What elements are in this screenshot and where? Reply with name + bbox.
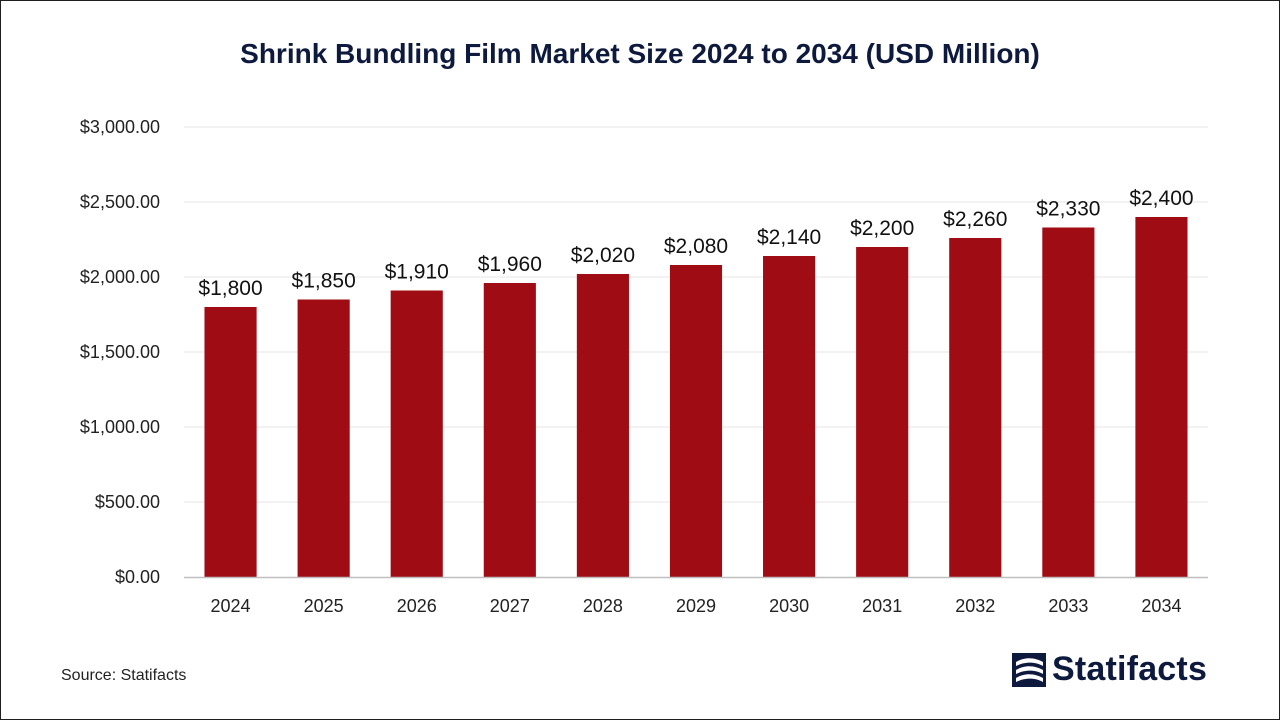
data-label-2027: $1,960: [478, 253, 542, 276]
x-tick-label-2025: 2025: [304, 596, 344, 616]
y-tick-label: $1,000.00: [80, 417, 160, 437]
bar-2027: [483, 283, 536, 577]
data-label-2026: $1,910: [385, 261, 449, 284]
data-label-2031: $2,200: [850, 217, 914, 240]
bar-2024: [204, 307, 257, 577]
y-tick-label: $500.00: [95, 492, 160, 512]
data-label-2033: $2,330: [1036, 198, 1100, 221]
bar-2033: [1042, 227, 1095, 577]
bars: [204, 217, 1188, 577]
x-tick-label-2033: 2033: [1048, 596, 1088, 616]
bar-2032: [949, 238, 1002, 577]
statifacts-logo-icon: [1012, 652, 1046, 687]
y-axis-ticks: $0.00 $500.00 $1,000.00 $1,500.00 $2,000.00 $…: [80, 117, 160, 587]
y-tick-label: $3,000.00: [80, 117, 160, 137]
data-label-2029: $2,080: [664, 235, 728, 258]
bar-2031: [856, 247, 909, 577]
y-tick-label: $0.00: [115, 567, 160, 587]
y-tick-label: $2,000.00: [80, 267, 160, 287]
brand-logo: Statifacts: [1012, 650, 1207, 689]
data-label-2034: $2,400: [1129, 187, 1193, 210]
bar-2029: [669, 265, 723, 577]
x-tick-label-2028: 2028: [583, 596, 623, 616]
bar-2028: [576, 274, 629, 577]
data-label-2025: $1,850: [292, 270, 356, 293]
x-tick-label-2029: 2029: [676, 596, 716, 616]
x-tick-label-2031: 2031: [862, 596, 902, 616]
bar-2026: [390, 290, 443, 577]
chart-title: Shrink Bundling Film Market Size 2024 to…: [240, 38, 1040, 69]
x-tick-label-2027: 2027: [490, 596, 530, 616]
x-tick-label-2032: 2032: [955, 596, 995, 616]
data-labels: $1,800 $1,850 $1,910 $1,960 $2,020 $2,080 $2,1…: [198, 187, 1193, 300]
bar-2025: [297, 299, 350, 577]
data-label-2030: $2,140: [757, 226, 821, 249]
y-tick-label: $1,500.00: [80, 342, 160, 362]
data-label-2024: $1,800: [198, 277, 262, 300]
data-label-2032: $2,260: [943, 208, 1007, 231]
brand-name: Statifacts: [1052, 650, 1208, 688]
x-tick-label-2026: 2026: [397, 596, 437, 616]
x-tick-label-2030: 2030: [769, 596, 809, 616]
x-tick-label-2034: 2034: [1141, 596, 1181, 616]
x-tick-label-2024: 2024: [211, 596, 251, 616]
source-note: Source: Statifacts: [61, 667, 187, 684]
bar-2030: [763, 256, 816, 577]
x-axis-ticks: 2024 2025 2026 2027 2028 2029 2030 2031 2032 2033…: [211, 596, 1182, 616]
bar-2034: [1135, 217, 1188, 577]
data-label-2028: $2,020: [571, 244, 635, 267]
y-tick-label: $2,500.00: [80, 192, 160, 212]
